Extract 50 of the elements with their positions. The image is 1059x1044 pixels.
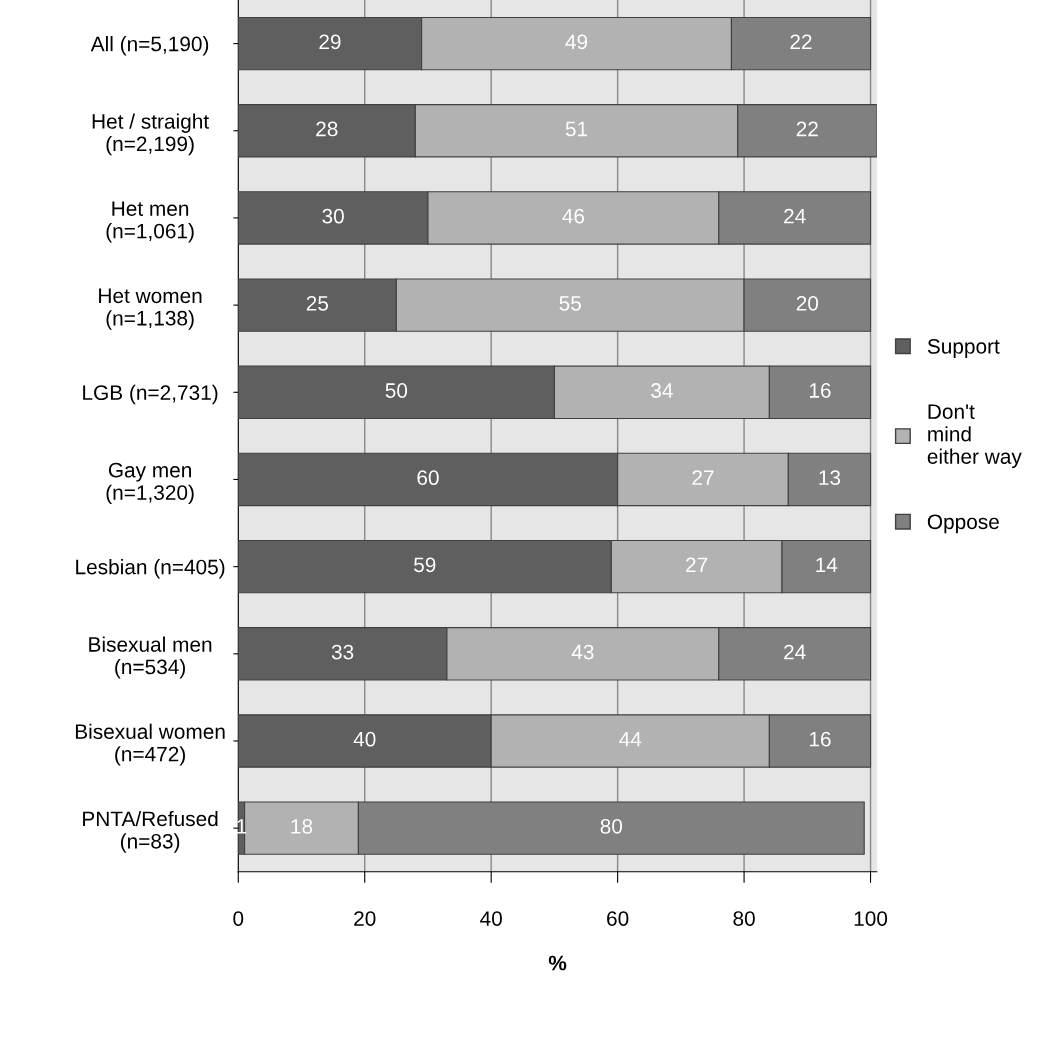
- data-label: 25: [306, 295, 329, 311]
- data-label: 18: [291, 818, 313, 834]
- data-label: 14: [816, 557, 838, 573]
- data-label: 24: [784, 644, 806, 660]
- y-tick-label: Lesbian (n=405): [76, 559, 225, 579]
- data-label: 59: [414, 557, 436, 573]
- data-label: 24: [784, 208, 806, 224]
- y-tick-label: All (n=5,190): [90, 36, 209, 56]
- y-tick-label: Het / straight (n=2,199): [92, 113, 209, 156]
- x-tick-label: 80: [733, 911, 755, 926]
- data-label: 55: [559, 296, 581, 311]
- data-label: 29: [319, 34, 341, 50]
- data-label: 1: [237, 819, 247, 834]
- x-tick-label: 100: [854, 911, 888, 926]
- data-label: 13: [819, 470, 841, 486]
- data-label: 27: [686, 557, 708, 573]
- data-label: 27: [692, 470, 714, 485]
- data-label: 50: [385, 383, 408, 398]
- y-tick-label: Het women (n=1,138): [99, 288, 202, 330]
- data-label: 80: [600, 818, 623, 834]
- data-label: 51: [565, 121, 588, 137]
- legend-label: Support: [927, 339, 1000, 358]
- y-tick-label: Het men (n=1,061): [106, 201, 194, 243]
- data-label: 34: [651, 383, 673, 398]
- data-label: 49: [565, 34, 588, 50]
- data-label: 22: [796, 121, 818, 137]
- y-tick-label: PNTA/Refused (n=83): [83, 810, 218, 853]
- x-tick-label: 20: [354, 911, 376, 926]
- y-tick-label: Bisexual women (n=472): [75, 723, 225, 766]
- data-label: 28: [316, 121, 338, 137]
- legend-label: Oppose: [927, 514, 999, 534]
- data-label: 60: [417, 470, 439, 486]
- y-tick-label: Bisexual men (n=534): [89, 636, 212, 679]
- data-label: 22: [790, 34, 812, 49]
- data-label: 46: [562, 208, 585, 224]
- x-tick-label: 0: [233, 911, 244, 926]
- x-tick-label: 40: [480, 911, 502, 926]
- data-label: 20: [796, 295, 819, 311]
- y-tick-label: LGB (n=2,731): [83, 384, 218, 405]
- y-tick-label: Gay men (n=1,320): [106, 462, 194, 505]
- data-label: 43: [571, 644, 594, 660]
- x-tick-label: 60: [607, 911, 629, 926]
- data-label: 16: [809, 383, 831, 398]
- data-label: 33: [331, 644, 354, 660]
- data-label: 40: [353, 731, 376, 747]
- data-label: 30: [322, 208, 344, 224]
- x-axis-title: %: [548, 955, 567, 971]
- data-label: 44: [619, 732, 642, 747]
- data-label: 16: [809, 731, 831, 747]
- legend-label: Don't mind either way: [927, 404, 1022, 469]
